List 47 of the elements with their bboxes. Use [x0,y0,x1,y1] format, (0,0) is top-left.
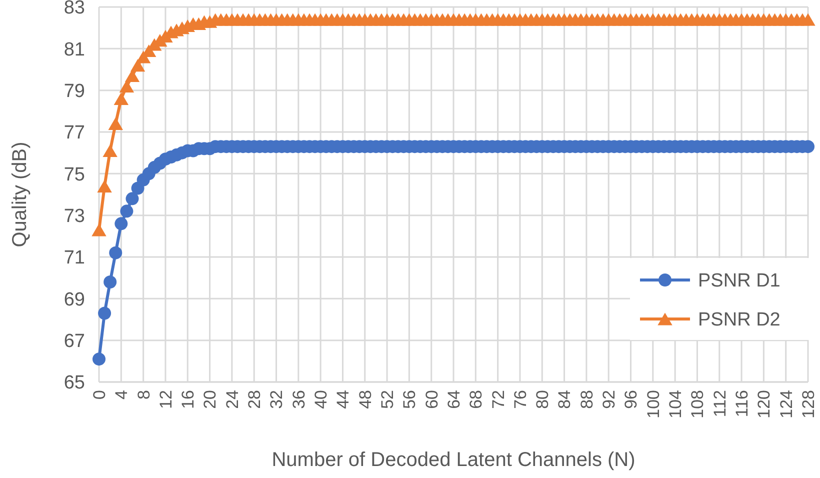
x-tick-label: 0 [90,390,109,400]
x-tick-label: 8 [134,390,154,400]
y-tick-label: 71 [64,248,85,269]
legend-label: PSNR D1 [698,270,780,292]
x-tick-label: 104 [666,390,686,418]
y-tick-label: 81 [64,39,85,60]
x-tick-label: 56 [400,390,420,409]
y-tick-label: 83 [64,0,85,19]
x-tick-label: 92 [600,390,619,409]
x-tick-label: 28 [245,390,264,409]
x-tick-label: 64 [444,390,464,409]
x-tick-label: 48 [356,390,375,409]
x-tick-label: 72 [488,390,508,409]
x-tick-label: 68 [466,390,486,409]
x-tick-label: 80 [533,390,552,409]
x-tick-label: 44 [334,390,353,409]
y-tick-label: 73 [64,206,85,227]
x-tick-label: 88 [577,390,596,409]
x-tick-label: 112 [710,390,730,418]
y-tick-label: 67 [64,330,85,352]
x-tick-label: 120 [754,390,774,418]
y-tick-label: 69 [64,289,85,310]
x-tick-label: 100 [644,390,663,418]
x-axis-title: Number of Decoded Latent Channels (N) [272,449,636,471]
x-tick-label: 12 [156,390,176,409]
y-tick-label: 79 [64,80,85,102]
x-tick-label: 52 [378,390,397,409]
x-tick-label: 96 [622,390,641,409]
x-tick-label: 24 [222,390,242,409]
legend-label: PSNR D2 [698,310,780,331]
x-tick-label: 60 [422,390,442,409]
x-tick-label: 108 [688,390,708,418]
y-tick-label: 77 [64,122,85,144]
y-tick-label: 75 [64,164,85,186]
x-tick-label: 40 [312,390,331,409]
x-tick-label: 20 [200,390,220,409]
x-tick-label: 116 [732,390,752,418]
y-axis-title: Quality (dB) [9,142,31,248]
x-tick-label: 36 [289,390,308,409]
x-tick-label: 128 [798,390,818,418]
x-tick-label: 84 [555,390,574,409]
x-tick-label: 76 [510,390,530,409]
x-tick-label: 32 [267,390,286,409]
x-tick-label: 124 [776,390,796,418]
x-tick-label: 16 [178,390,198,409]
x-tick-label: 4 [112,390,132,400]
y-tick-label: 65 [64,372,85,394]
